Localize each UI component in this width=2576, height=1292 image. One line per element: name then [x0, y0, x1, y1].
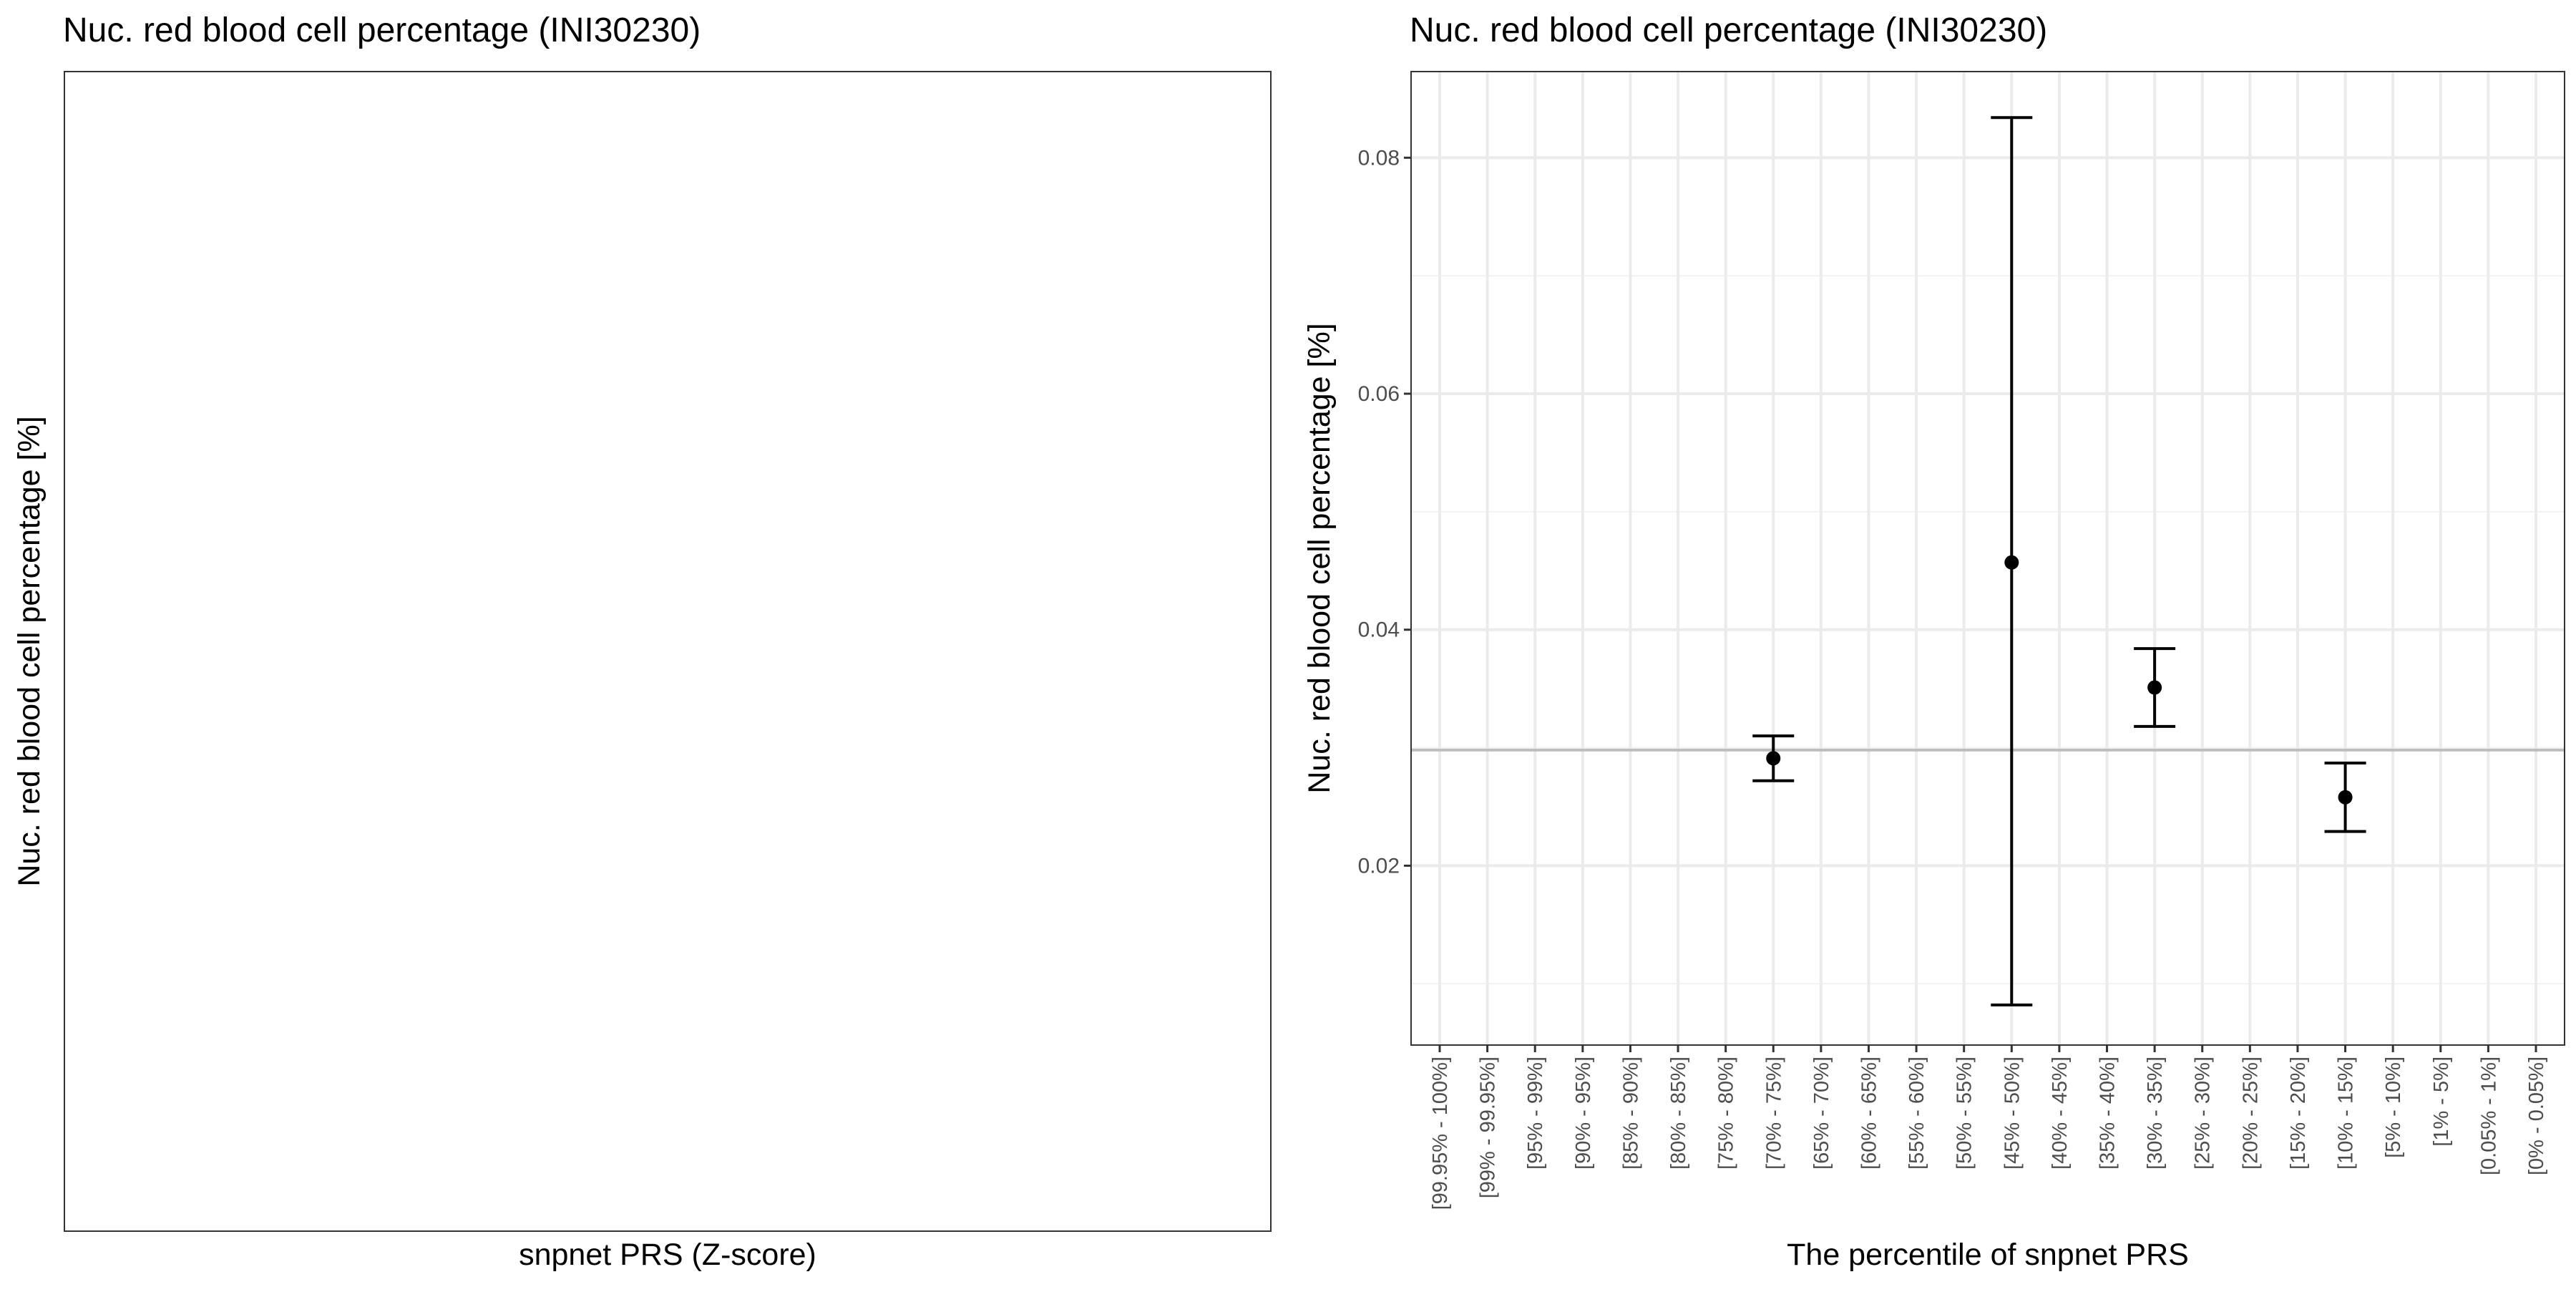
x-tick-label: [30% - 35%] — [2144, 1057, 2167, 1170]
x-tick-label: [15% - 20%] — [2287, 1057, 2310, 1170]
right-chart-title: Nuc. red blood cell percentage (INI30230… — [1410, 11, 2047, 49]
x-tick-label: [0% - 0.05%] — [2525, 1057, 2548, 1175]
x-tick-label: [35% - 40%] — [2097, 1057, 2119, 1170]
x-tick-label: [20% - 25%] — [2239, 1057, 2262, 1170]
y-tick-label: 0.08 — [1358, 146, 1400, 170]
left-chart-panel: Nuc. red blood cell percentage (INI30230… — [12, 11, 1272, 1272]
mean-points — [1766, 555, 2353, 805]
x-tick-label: [50% - 55%] — [1953, 1057, 1976, 1170]
y-tick-label: 0.06 — [1358, 382, 1400, 406]
mean-point — [2338, 790, 2353, 805]
x-tick-label: [70% - 75%] — [1762, 1057, 1785, 1170]
x-tick-label: [55% - 60%] — [1906, 1057, 1928, 1170]
mean-point — [2147, 680, 2162, 695]
right-x-axis-title: The percentile of snpnet PRS — [1787, 1238, 2189, 1272]
y-tick-label: 0.04 — [1358, 618, 1400, 642]
mean-point — [1766, 751, 1781, 766]
mean-point — [2004, 555, 2019, 570]
x-tick-label: [0.05% - 1%] — [2477, 1057, 2500, 1175]
x-tick-label: [85% - 90%] — [1619, 1057, 1642, 1170]
right-chart-panel: Nuc. red blood cell percentage (INI30230… — [1302, 11, 2565, 1272]
x-tick-label: [99% - 99.95%] — [1477, 1057, 1500, 1198]
right-plot-border — [1410, 71, 2565, 1046]
x-tick-label: [25% - 30%] — [2192, 1057, 2215, 1170]
left-x-axis-title: snpnet PRS (Z-score) — [519, 1238, 816, 1272]
right-plot-area — [1411, 72, 2565, 1045]
x-tick-label: [5% - 10%] — [2382, 1057, 2405, 1158]
x-tick-label: [99.95% - 100%] — [1429, 1057, 1452, 1210]
x-tick-label: [75% - 80%] — [1715, 1057, 1738, 1170]
x-tick-label: [80% - 85%] — [1667, 1057, 1690, 1170]
right-y-axis-title: Nuc. red blood cell percentage [%] — [1302, 323, 1337, 793]
x-axis-ticks: [99.95% - 100%] [99% - 99.95%] [95% - 99%]… — [1429, 1045, 2548, 1210]
y-axis-ticks: 0.02 0.04 0.06 0.08 — [1358, 146, 1411, 878]
x-tick-label: [1% - 5%] — [2430, 1057, 2453, 1147]
left-chart-title: Nuc. red blood cell percentage (INI30230… — [63, 11, 701, 49]
x-tick-label: [45% - 50%] — [2001, 1057, 2024, 1170]
x-tick-label: [60% - 65%] — [1858, 1057, 1880, 1170]
left-y-axis-title: Nuc. red blood cell percentage [%] — [12, 416, 47, 886]
left-plot-area — [64, 71, 1272, 1232]
x-tick-label: [95% - 99%] — [1524, 1057, 1547, 1170]
x-tick-label: [65% - 70%] — [1810, 1057, 1833, 1170]
y-tick-label: 0.02 — [1358, 854, 1400, 878]
x-tick-label: [40% - 45%] — [2049, 1057, 2072, 1170]
right-gridlines — [1411, 72, 2565, 1045]
x-tick-label: [90% - 95%] — [1572, 1057, 1595, 1170]
x-tick-label: [10% - 15%] — [2335, 1057, 2358, 1170]
